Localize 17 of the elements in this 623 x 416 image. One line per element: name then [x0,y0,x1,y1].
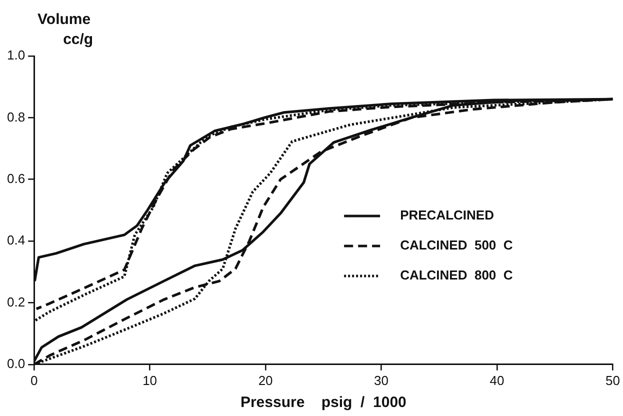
x-tick-label: 50 [606,372,620,388]
y-tick-label: 0.0 [6,356,26,371]
x-tick-label: 0 [30,372,38,388]
x-tick-label: 40 [490,372,504,388]
y-tick-label: 0.6 [6,170,26,186]
legend-label: CALCINED 500 C [400,238,514,253]
x-tick-label: 20 [258,372,273,388]
y-axis-title: Volume cc/g [38,11,94,48]
legend-label: CALCINED 800 C [400,268,514,283]
y-tick-label: 1.0 [6,48,26,63]
legend-label: PRECALCINED [400,208,494,223]
y-tick-label: 0.2 [6,294,26,310]
x-tick-label: 10 [142,372,158,388]
x-tick-label: 30 [374,372,389,388]
x-axis-title: Pressure psig / 1000 [240,394,406,412]
y-tick-label: 0.4 [6,232,26,248]
y-tick-label: 0.8 [6,109,26,124]
